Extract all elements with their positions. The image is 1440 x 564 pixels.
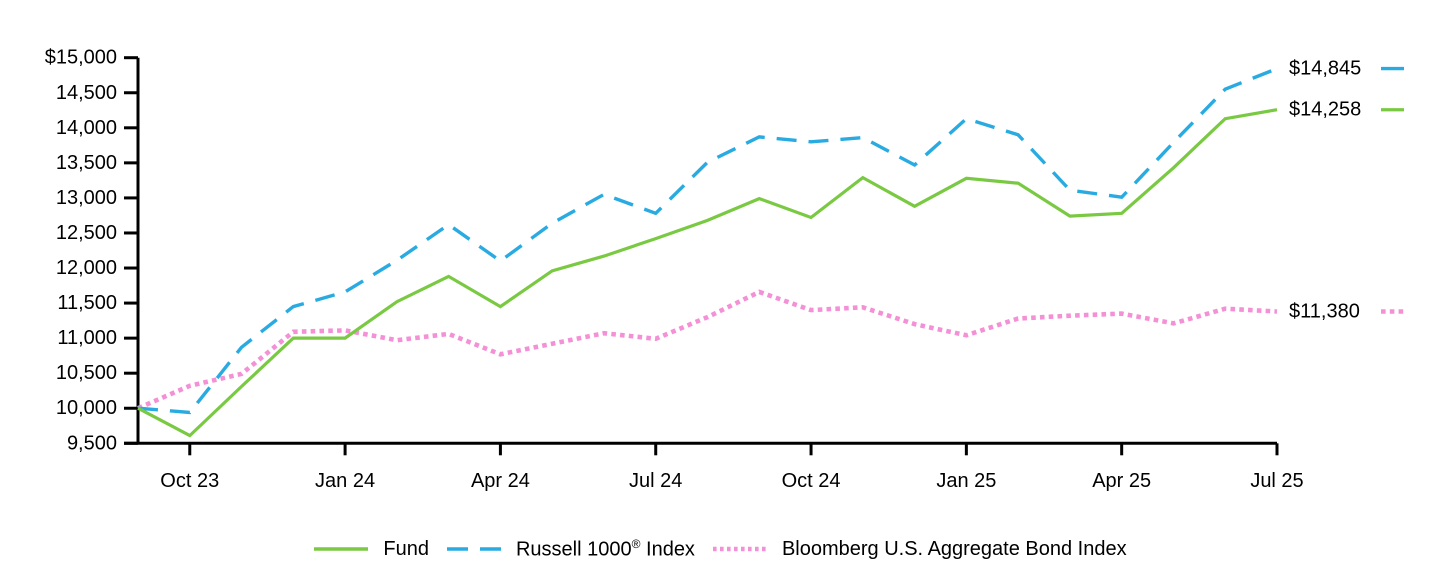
y-tick-label: 10,000 <box>56 397 117 419</box>
x-tick-label: Oct 23 <box>160 470 219 492</box>
y-tick-label: 11,000 <box>57 327 117 349</box>
y-tick-label: 10,500 <box>56 362 117 384</box>
y-tick-label: 13,500 <box>56 152 117 174</box>
legend-swatch-dashed-line-icon <box>446 547 501 551</box>
legend-swatch-dotted-line-icon <box>712 546 767 552</box>
legend-swatch-solid-line-icon <box>314 547 369 551</box>
chart-legend: Fund Russell 1000® Index Bloomberg U.S. Ag… <box>0 534 1440 564</box>
y-tick-label: 14,500 <box>56 82 117 104</box>
legend-item-fund: Fund <box>313 538 429 561</box>
legend-label-text: Russell 1000 <box>515 538 632 561</box>
y-tick-label: $15,000 <box>45 47 117 69</box>
legend-item-bloomberg-aggregate-bond-index: Bloomberg U.S. Aggregate Bond Index <box>712 538 1127 561</box>
x-tick-label: Jul 25 <box>1250 470 1303 492</box>
legend-label: Russell 1000® Index <box>516 537 695 562</box>
end-label-russell-1000-index: $14,845 <box>1289 58 1361 80</box>
registered-trademark-symbol: ® <box>631 536 641 551</box>
end-label-bloomberg-aggregate-bond-index: $11,380 <box>1289 300 1360 322</box>
y-tick-label: 12,500 <box>56 222 117 244</box>
russell-1000-index-line <box>137 67 1278 415</box>
legend-label-text: Bloomberg U.S. Aggregate Bond Index <box>781 537 1127 560</box>
bloomberg-aggregate-bond-index-line <box>137 289 1278 411</box>
legend-label-text: Fund <box>383 537 429 560</box>
end-label-fund: $14,258 <box>1289 99 1361 121</box>
y-tick-label: 14,000 <box>56 117 117 139</box>
fund-line <box>137 108 1278 438</box>
x-tick-label: Jul 24 <box>629 470 682 492</box>
growth-chart: $15,000 14,500 14,000 13,500 13,000 12,500 12,… <box>45 47 1404 492</box>
x-tick-label: Oct 24 <box>782 470 841 492</box>
x-tick-label: Jan 24 <box>315 470 375 492</box>
legend-label: Bloomberg U.S. Aggregate Bond Index <box>782 538 1127 561</box>
x-tick-label: Apr 25 <box>1092 470 1151 492</box>
x-tick-label: Jan 25 <box>936 470 996 492</box>
y-tick-label: 9,500 <box>67 432 117 454</box>
legend-label: Fund <box>383 538 429 561</box>
y-tick-label: 12,000 <box>56 257 117 279</box>
legend-label-text: Index <box>640 538 695 561</box>
x-tick-label: Apr 24 <box>471 470 530 492</box>
y-tick-label: 13,000 <box>56 187 117 209</box>
y-tick-label: 11,500 <box>57 292 117 314</box>
legend-item-russell-1000-index: Russell 1000® Index <box>446 537 695 562</box>
